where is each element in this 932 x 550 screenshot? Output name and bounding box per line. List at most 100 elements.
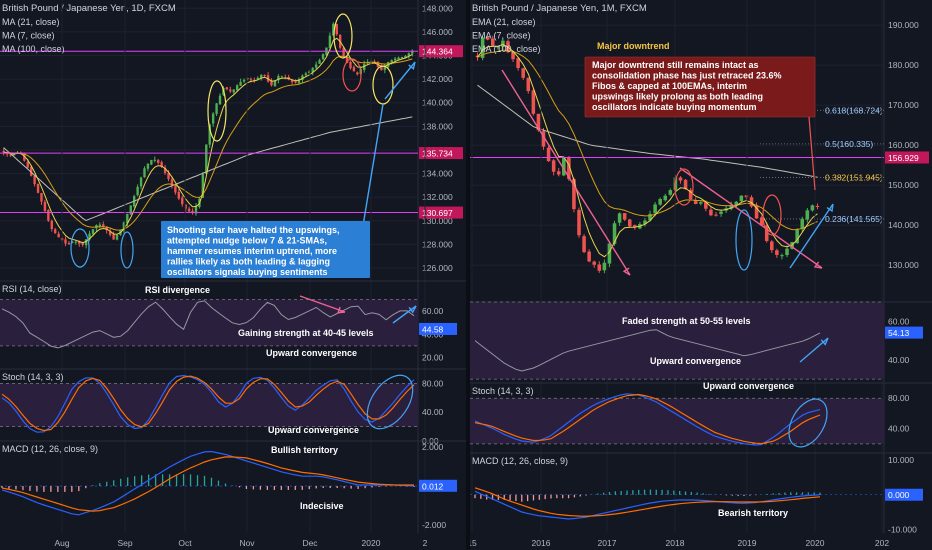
- arrow-shaft: [789, 203, 834, 269]
- candle: [501, 40, 505, 47]
- candle: [215, 103, 218, 114]
- candle: [764, 225, 769, 242]
- candle: [688, 189, 693, 199]
- candle: [122, 222, 126, 231]
- legend-entry: EMA (21, close): [472, 17, 536, 27]
- candle: [485, 37, 490, 40]
- candle: [536, 113, 541, 131]
- macd-line: [1, 450, 415, 516]
- chart-title: British Pound / Japanese Yen, 1M, FXCM: [472, 3, 647, 14]
- arrow-rsi-divergence: [299, 295, 346, 314]
- legend-entry: MA (100, close): [2, 44, 65, 54]
- y-tick-label: 180.000: [888, 60, 919, 70]
- x-tick-label: 2018: [666, 538, 685, 548]
- candle: [577, 209, 581, 236]
- ellipse-red: [342, 58, 362, 92]
- y-tick-label: 142.000: [422, 74, 453, 84]
- candle: [232, 89, 235, 93]
- candle: [184, 204, 187, 209]
- candle: [770, 241, 774, 251]
- callout-pointer-right: [808, 116, 816, 191]
- candle: [9, 154, 12, 156]
- annotation-line: upswings likely prolong as both leading: [592, 92, 763, 102]
- y-tick-label: 138.000: [422, 121, 453, 131]
- ma-fast-line: [477, 43, 818, 258]
- price-tag-box: [419, 147, 463, 160]
- x-tick-label: Aug: [54, 538, 69, 548]
- current-value-tag: 0.000: [885, 488, 923, 501]
- candle: [26, 161, 29, 168]
- arrow-head: [337, 306, 346, 314]
- candle: [612, 223, 617, 244]
- ellipse-low-2: [120, 231, 134, 269]
- price-tag-text: 144.364: [422, 47, 453, 57]
- indicator-panel: Stoch (14, 3, 3) 80.00 40.00 Upward converg…: [470, 381, 932, 446]
- pane-divider: [466, 0, 470, 550]
- candle: [648, 213, 652, 221]
- candle: [12, 154, 16, 156]
- indicator-name: Stoch (14, 3, 3): [472, 386, 534, 396]
- legend-entry: MA (7, close): [2, 31, 55, 41]
- x-tick-label: 2017: [598, 538, 617, 548]
- candle: [328, 35, 332, 48]
- annotation-line: oscillators signals buying sentiments: [167, 267, 328, 277]
- candle: [225, 87, 229, 90]
- candle: [167, 173, 170, 180]
- candle: [311, 68, 314, 73]
- indicator-note: Upward convergence: [650, 356, 741, 366]
- macd-signal-line: [474, 487, 821, 517]
- y-tick-label: 170.000: [888, 100, 919, 110]
- candle: [607, 243, 612, 264]
- x-tick-label: 15: [467, 538, 477, 548]
- candle: [304, 73, 308, 76]
- x-tick-label: Nov: [239, 538, 255, 548]
- candle: [683, 179, 688, 190]
- y-tick-label: 128.000: [422, 239, 453, 249]
- y-tick-label: 40.00: [422, 407, 444, 417]
- price-tag-text: 0.012: [422, 481, 444, 491]
- indicator-note: Upward convergence: [266, 348, 357, 358]
- stoch-d-line: [1, 375, 415, 432]
- candle: [191, 210, 194, 214]
- candle: [698, 202, 703, 204]
- candle: [668, 190, 673, 195]
- candle: [795, 229, 799, 244]
- ellipse-stoch: [366, 374, 414, 430]
- fib-label: 0.236(141.565): [825, 214, 883, 224]
- price-level-tag: 144.364: [419, 45, 463, 58]
- arrow-head: [622, 267, 631, 276]
- y-tick-label: -2.000: [422, 520, 446, 530]
- annotation-box-right: [584, 56, 816, 118]
- candle: [239, 81, 242, 86]
- candle: [815, 205, 820, 207]
- candle: [153, 159, 156, 161]
- candle: [40, 193, 43, 202]
- indicator-name: Stoch (14, 3, 3): [2, 372, 64, 382]
- annotation-line: oscillators indicate buying momentum: [592, 102, 757, 112]
- legend-entry: EMA (100, close): [472, 44, 541, 54]
- candle: [335, 23, 338, 35]
- indicator-note: Gaining strength at 40-45 levels: [238, 328, 374, 338]
- candle: [749, 197, 754, 207]
- candle: [71, 241, 74, 243]
- candle: [349, 62, 352, 69]
- y-tick-label: 80.00: [888, 393, 910, 403]
- ma-slow-line: [3, 116, 413, 222]
- ellipse-right-blue: [735, 209, 753, 271]
- arrow-shaft: [501, 69, 631, 276]
- candle: [143, 168, 146, 178]
- candle: [146, 163, 150, 169]
- candle: [260, 74, 263, 79]
- candle: [516, 58, 520, 69]
- arrow-major-downtrend: [501, 69, 631, 276]
- candle: [126, 214, 129, 224]
- y-tick-label: 160.000: [888, 140, 919, 150]
- candle: [480, 37, 485, 59]
- y-tick-label: 40.00: [888, 355, 910, 365]
- candle: [719, 211, 723, 214]
- candle: [617, 213, 622, 223]
- candle: [74, 241, 78, 243]
- right-panel: 190.000180.000170.000160.000150.000140.0…: [467, 0, 932, 548]
- price-tag-text: 135.734: [422, 149, 453, 159]
- candle: [102, 224, 105, 228]
